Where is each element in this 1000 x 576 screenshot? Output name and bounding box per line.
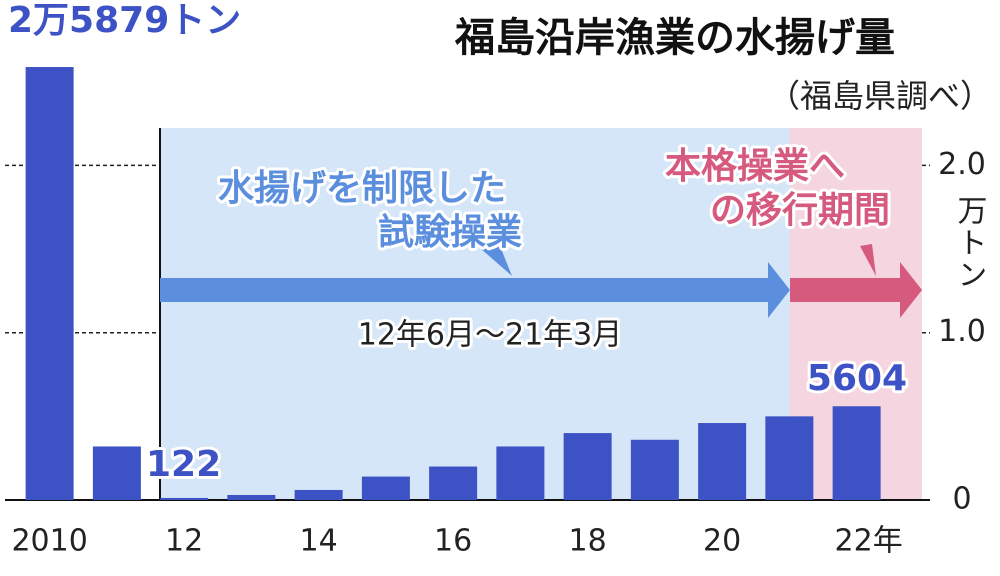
bar [227,494,276,500]
bar [92,446,141,500]
bar [832,406,881,500]
bar [765,416,814,500]
trial-period-shade [160,128,790,500]
bar [429,466,478,500]
x-tick-label: 18 [569,524,607,559]
y-tick-label: 1.0 [938,314,986,349]
bar [361,476,410,500]
x-tick-label: 2010 [11,524,87,559]
transition-arrow [790,262,922,318]
transition-period-label: 本格操業への移行期間 [665,146,890,231]
y-tick-label: 2.0 [938,147,986,182]
chart-title: 福島沿岸漁業の水揚げ量 [454,15,895,61]
bar [563,433,612,500]
bar [496,446,545,500]
value-label: 2万5879トン [8,0,241,41]
x-tick-label: 22年 [835,524,903,559]
bar [630,439,679,500]
x-tick-label: 16 [434,524,472,559]
background-layer [5,128,930,501]
y-axis-label: 万トン [952,195,987,291]
y-tick-label: 0 [952,482,971,517]
bar [294,489,343,500]
chart-subtitle: （福島県調べ） [768,77,992,115]
trial-arrow [160,262,790,318]
x-tick-label: 12 [165,524,203,559]
trial-dates-label: 12年6月～21年3月 [358,318,623,353]
value-label: 5604 [807,358,907,399]
x-tick-label: 20 [703,524,741,559]
trial-period-label: 水揚げを制限した試験操業 [218,168,522,253]
bar [160,497,209,500]
x-tick-label: 14 [300,524,338,559]
trial-pointer [480,246,512,276]
bar [25,67,74,501]
bar [698,423,747,500]
transition-pointer [860,244,876,276]
value-label: 122 [146,444,221,485]
